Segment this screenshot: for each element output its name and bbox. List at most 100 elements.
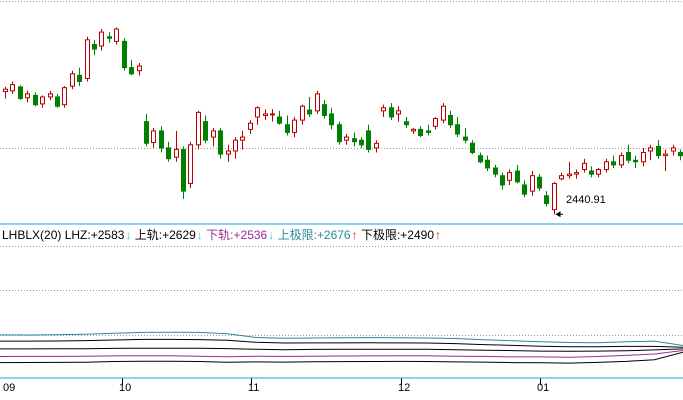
legend-upper-limit: 上极限:+2676↑ (278, 228, 358, 242)
candle-body (226, 150, 231, 155)
candle-body (151, 130, 156, 143)
candle-body (233, 139, 238, 152)
candle-body (582, 162, 587, 171)
x-tick-label: 10 (119, 382, 132, 394)
candle-body (470, 142, 475, 154)
candle-body (537, 176, 542, 189)
candle-body (322, 104, 327, 116)
candle-body (515, 170, 520, 183)
candle-body (129, 67, 134, 75)
candle-body (40, 96, 45, 105)
indicator-header: LHBLX(20) LHZ:+2583↓ 上轨:+2629↓ 下轨:+2536↓… (2, 227, 441, 243)
arrow-up-icon: ↑ (351, 228, 358, 242)
candle-body (448, 114, 453, 126)
candle-body (122, 40, 127, 69)
candle-body (478, 155, 483, 163)
candle-body (648, 147, 653, 152)
candle-body (604, 161, 609, 171)
candle-body (211, 130, 216, 138)
candle-body (404, 121, 409, 126)
low-annotation (555, 211, 563, 218)
legend-upper: 上轨:+2629↓ (135, 228, 203, 242)
arrow-down-icon: ↓ (196, 228, 203, 242)
candle-body (137, 65, 142, 72)
candle-body (671, 147, 676, 152)
candle-body (522, 184, 527, 195)
legend-lhz-label: LHZ: (64, 228, 91, 242)
x-tick-label: 12 (398, 382, 411, 394)
candle-body (418, 128, 423, 137)
candle-body (92, 43, 97, 50)
candle-body (389, 107, 394, 118)
x-tick-label: 09 (3, 382, 16, 394)
candle-body (611, 161, 616, 166)
candle-body (493, 167, 498, 175)
candle-body (48, 93, 53, 98)
x-tick-label: 11 (248, 382, 260, 394)
legend-lower-value: +2536 (233, 228, 268, 242)
candle-body (240, 136, 245, 141)
candle-body (159, 130, 164, 149)
legend-lower-label: 下轨: (206, 228, 234, 242)
candle-body (619, 155, 624, 166)
legend-upper-label: 上轨: (134, 228, 163, 242)
candle-body (455, 124, 460, 135)
legend-lhz: LHZ:+2583↓ (65, 228, 132, 242)
candle-body (433, 118, 438, 127)
indicator-series-line (0, 331, 683, 346)
candle-body (567, 173, 572, 177)
candle-body (507, 172, 512, 181)
candle-body (344, 136, 349, 141)
candle-body (500, 175, 505, 186)
candles (3, 27, 683, 215)
indicator-series-line (0, 351, 683, 364)
indicator-series-line (0, 350, 683, 358)
arrow-up-icon: ↑ (435, 228, 441, 242)
legend-lower-limit: 下极限:+2490↑ (361, 228, 441, 242)
candle-body (196, 111, 201, 146)
candle-body (663, 153, 668, 157)
candle-body (277, 116, 282, 124)
indicator-title: LHBLX(20) (2, 228, 62, 242)
legend-lhz-value: +2583 (90, 228, 125, 242)
candle-body (107, 36, 112, 39)
legend-upper-limit-label: 上极限: (277, 228, 317, 242)
annotation-arrowhead (555, 211, 561, 218)
candle-body (33, 94, 38, 106)
candle-body (678, 152, 683, 157)
candle-body (641, 152, 646, 163)
candle-body (574, 172, 579, 175)
candle-body (292, 119, 297, 133)
indicator-lines (0, 331, 683, 364)
candle-body (426, 130, 431, 133)
legend-lower-limit-label: 下极限: (360, 228, 401, 242)
candle-body (166, 147, 171, 160)
candle-body (366, 130, 371, 150)
candle-body (18, 86, 23, 99)
grid-lines (0, 1, 683, 385)
legend-lower: 下轨:+2536↓ (206, 228, 274, 242)
candle-body (559, 175, 564, 180)
candle-body (114, 28, 119, 42)
candle-body (174, 148, 179, 158)
candle-body (552, 182, 557, 211)
candle-body (463, 136, 468, 141)
candle-body (485, 159, 490, 169)
candle-body (337, 124, 342, 143)
candle-body (626, 152, 631, 161)
candle-body (307, 109, 312, 115)
candle-body (85, 39, 90, 79)
candle-body (62, 87, 67, 106)
candle-body (329, 113, 334, 126)
low-price-label: 2440.91 (566, 194, 606, 206)
indicator-series-line (0, 338, 683, 348)
candle-body (544, 195, 549, 204)
candle-body (248, 122, 253, 130)
legend-upper-value: +2629 (162, 228, 196, 242)
candle-body (359, 139, 364, 146)
candle-body (270, 113, 275, 116)
candle-body (263, 113, 268, 116)
candle-body (589, 170, 594, 175)
